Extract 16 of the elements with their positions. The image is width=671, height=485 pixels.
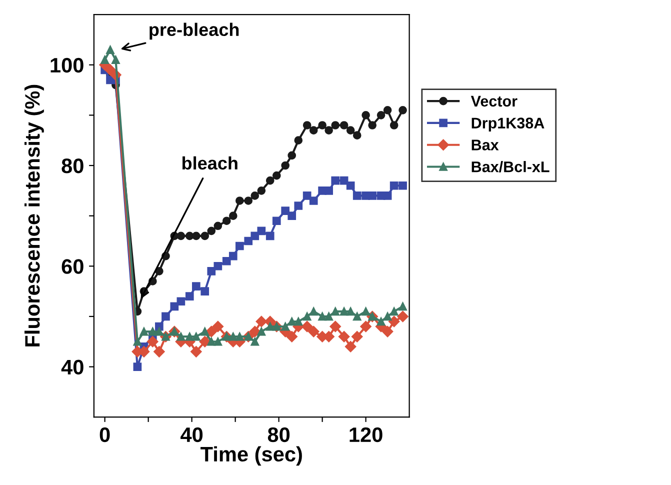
x-tick-label: 0 <box>100 427 110 442</box>
x-axis-title: Time (sec) <box>200 446 302 466</box>
legend-label: Bax/Bcl-xL <box>472 161 550 172</box>
legend-label: Bax <box>472 140 499 150</box>
y-axis-title: Fluorescence intensity (%) <box>24 84 44 346</box>
x-tick-label: 40 <box>180 427 203 442</box>
x-tick-label: 120 <box>350 427 382 442</box>
legend-label: Drp1K38A <box>472 118 544 132</box>
annotation: bleach <box>182 156 238 170</box>
legend-label: Vector <box>470 96 518 107</box>
y-tick-label: 40 <box>61 360 84 375</box>
y-tick-label: 60 <box>62 259 84 274</box>
y-tick-label: 80 <box>62 158 84 174</box>
annotation: pre-bleach <box>150 22 239 40</box>
x-tick-label: 80 <box>268 427 290 442</box>
y-tick-label: 100 <box>50 58 84 73</box>
